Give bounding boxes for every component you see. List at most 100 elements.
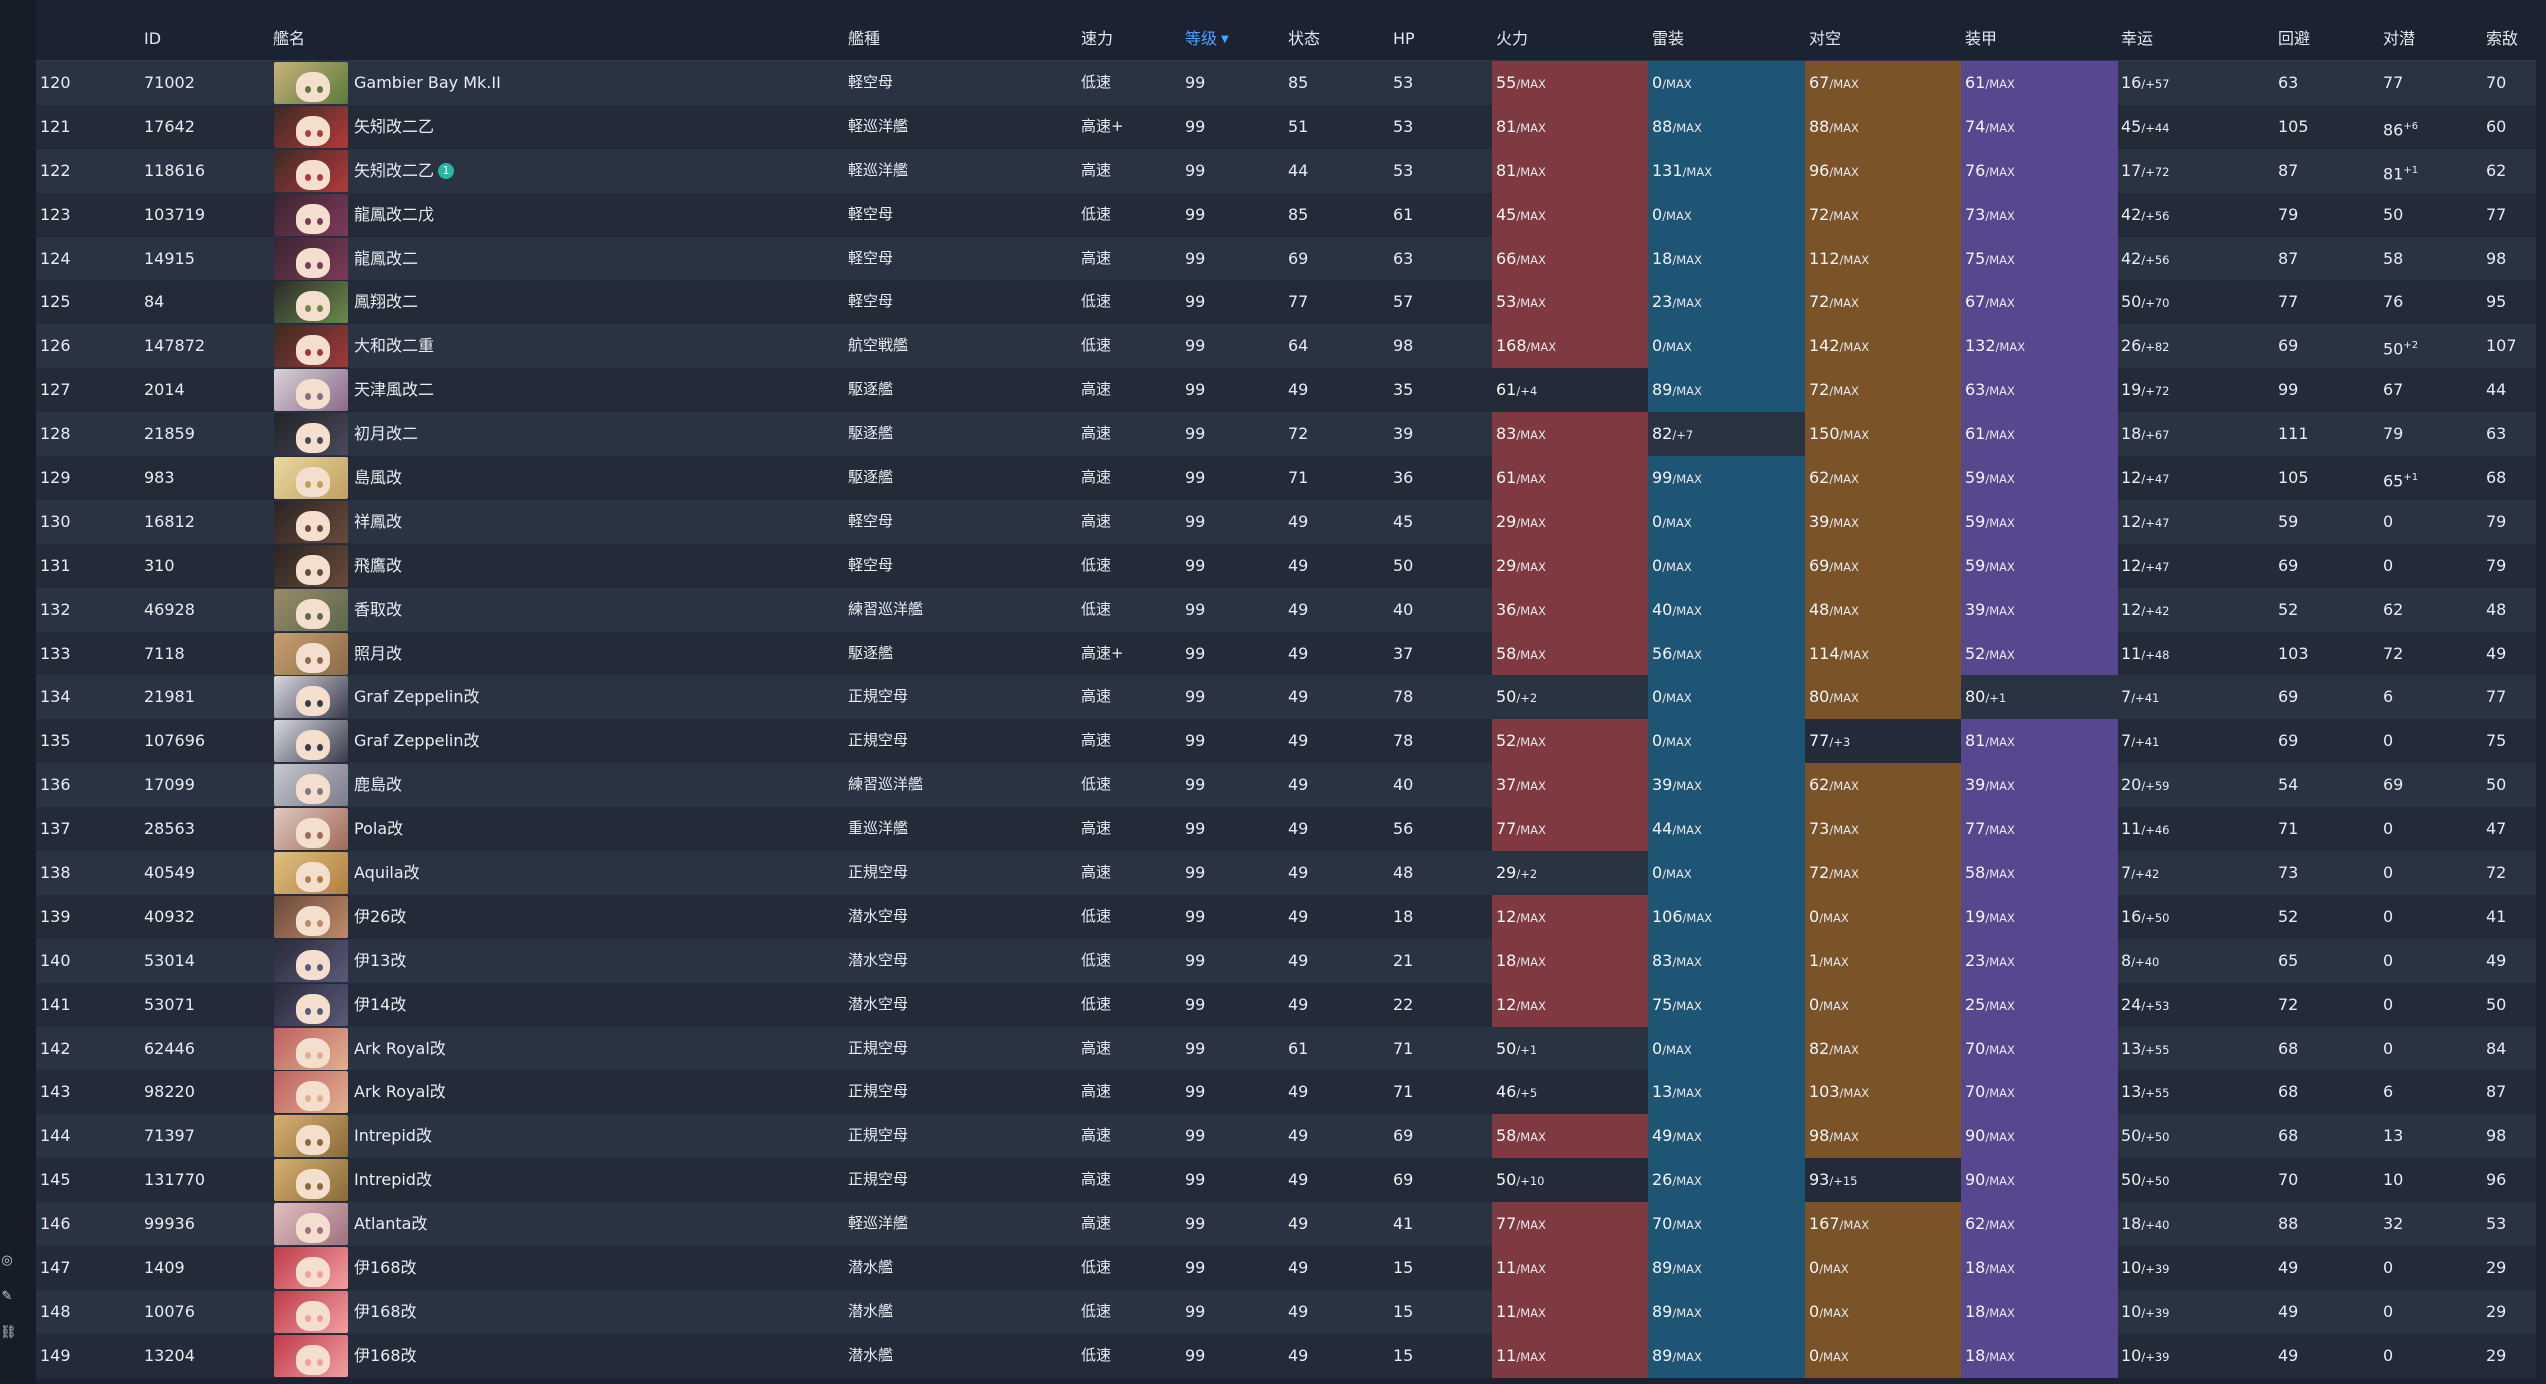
ship-type: 駆逐艦 — [848, 643, 894, 662]
stat-value: 61 — [1496, 468, 1517, 488]
stat-remaining: /MAX — [1672, 1086, 1702, 1101]
table-row[interactable]: 133 7118 照月改 駆逐艦 高速+ 99 49 37 58/MAX 56/MAX 114/MA… — [36, 631, 2536, 676]
ship-type: 軽巡洋艦 — [848, 116, 909, 135]
eye-icon[interactable]: ◎ — [1, 1253, 13, 1268]
table-row[interactable]: 149 13204 伊168改 潜水艦 低速 99 49 15 11/MAX 89/MAX 0/MA… — [36, 1333, 2536, 1378]
header-id[interactable]: ID — [144, 29, 162, 48]
stat-value: 83 — [1652, 950, 1673, 970]
table-row[interactable]: 132 46928 香取改 練習巡洋艦 低速 99 49 40 36/MAX 40/MAX 48/M… — [36, 587, 2536, 632]
header-evasion[interactable]: 回避 — [2278, 29, 2311, 48]
table-row[interactable]: 140 53014 伊13改 潜水空母 低速 99 49 21 18/MAX 83/MAX 1/MA… — [36, 938, 2536, 983]
table-row[interactable]: 122 118616 矢矧改二乙 1 軽巡洋艦 高速 99 44 53 81/MAX 131/MAX… — [36, 148, 2536, 193]
table-row[interactable]: 127 2014 天津風改二 駆逐艦 高速 99 49 35 61/+4 89/MAX 72/MAX… — [36, 368, 2536, 413]
armor-cell: 76/MAX — [1961, 148, 2118, 193]
luck-remaining: /+59 — [2141, 779, 2170, 794]
stat-value: 39 — [1809, 511, 1830, 531]
avatar-left-eye — [305, 305, 311, 313]
luck-remaining: /+67 — [2141, 428, 2170, 443]
row-index: 136 — [40, 775, 71, 795]
ship-id: 71397 — [144, 1126, 195, 1146]
luck-remaining: /+41 — [2131, 691, 2160, 706]
header-antiair[interactable]: 对空 — [1809, 29, 1842, 48]
ship-type: 正規空母 — [848, 687, 909, 706]
row-index: 130 — [40, 511, 71, 531]
table-row[interactable]: 126 147872 大和改二重 航空戦艦 低速 99 64 98 168/MAX 0/MAX 14… — [36, 324, 2536, 369]
ship-type: 潜水艦 — [848, 1301, 894, 1320]
table-row[interactable]: 129 983 島風改 駆逐艦 高速 99 71 36 61/MAX 99/MAX 62/MAX 59… — [36, 456, 2536, 500]
header-firepower[interactable]: 火力 — [1496, 29, 1529, 48]
table-row[interactable]: 138 40549 Aquila改 正規空母 高速 99 49 48 29/+2 0/MAX 72/… — [36, 851, 2536, 895]
luck-remaining: /+46 — [2141, 823, 2170, 838]
ship-hp: 50 — [1393, 555, 1414, 575]
table-row[interactable]: 139 40932 伊26改 潜水空母 低速 99 49 18 12/MAX 106/MAX 0/M… — [36, 894, 2536, 939]
table-row[interactable]: 142 62446 Ark Royal改 正規空母 高速 99 61 71 50/+1 0/MAX… — [36, 1026, 2536, 1071]
stat-value: 168 — [1496, 336, 1527, 356]
table-row[interactable]: 135 107696 Graf Zeppelin改 正規空母 高速 99 49 78 52/MA… — [36, 719, 2536, 764]
stat-value: 75 — [1965, 248, 1986, 268]
antiair-cell: 98/MAX — [1805, 1114, 1961, 1159]
table-row[interactable]: 125 84 鳳翔改二 軽空母 低速 99 77 57 53/MAX 23/MAX 72/MAX 67… — [36, 280, 2536, 325]
table-row[interactable]: 144 71397 Intrepid改 正規空母 高速 99 49 69 58/MAX 49/MA… — [36, 1114, 2536, 1159]
table-row[interactable]: 143 98220 Ark Royal改 正規空母 高速 99 49 71 46/+5 13/MA… — [36, 1070, 2536, 1115]
stat-value: 39 — [1965, 599, 1986, 619]
ship-cond: 49 — [1288, 1214, 1309, 1234]
luck-value: 7 — [2121, 731, 2132, 751]
pencil-icon[interactable]: ✎ — [1, 1289, 13, 1304]
ship-level: 99 — [1185, 1258, 1206, 1278]
table-row[interactable]: 134 21981 Graf Zeppelin改 正規空母 高速 99 49 78 50/+2 0… — [36, 675, 2536, 720]
stat-remaining: /MAX — [1672, 1262, 1702, 1277]
luck-cell: 13/+55 — [2121, 1027, 2170, 1071]
ship-speed: 高速 — [1081, 248, 1112, 267]
table-row[interactable]: 145 131770 Intrepid改 正規空母 高速 99 49 69 50/+10 26/M… — [36, 1158, 2536, 1203]
stat-remaining: /MAX — [1682, 910, 1713, 925]
asw-cell: 81+1 — [2383, 149, 2418, 193]
luck-cell: 12/+47 — [2121, 456, 2170, 500]
header-luck[interactable]: 幸运 — [2121, 29, 2154, 48]
row-index: 147 — [40, 1258, 71, 1278]
link-icon[interactable]: ⛓ — [0, 1325, 17, 1340]
header-cond[interactable]: 状态 — [1288, 29, 1321, 48]
stat-remaining: /MAX — [1839, 647, 1870, 662]
table-row[interactable]: 136 17099 鹿島改 練習巡洋艦 低速 99 49 40 37/MAX 39/MAX 62/M… — [36, 763, 2536, 808]
header-type[interactable]: 艦種 — [848, 29, 881, 48]
table-row[interactable]: 131 310 飛鷹改 軽空母 低速 99 49 50 29/MAX 0/MAX 69/MAX 59/… — [36, 543, 2536, 588]
header-speed[interactable]: 速力 — [1081, 29, 1114, 48]
ship-level: 99 — [1185, 160, 1206, 180]
stat-value: 70 — [1965, 1038, 1986, 1058]
header-armor[interactable]: 装甲 — [1965, 29, 1998, 48]
table-row[interactable]: 130 16812 祥鳳改 軽空母 高速 99 49 45 29/MAX 0/MAX 39/MAX 5… — [36, 499, 2536, 544]
table-row[interactable]: 128 21859 初月改二 駆逐艦 高速 99 72 39 83/MAX 82/+7 150/MA… — [36, 412, 2536, 457]
row-index: 124 — [40, 248, 71, 268]
table-row[interactable]: 137 28563 Pola改 重巡洋艦 高速 99 49 56 77/MAX 44/MAX 73/… — [36, 807, 2536, 852]
ship-type: 正規空母 — [848, 1170, 909, 1189]
table-row[interactable]: 148 10076 伊168改 潜水艦 低速 99 49 15 11/MAX 89/MAX 0/MA… — [36, 1289, 2536, 1334]
table-row[interactable]: 147 1409 伊168改 潜水艦 低速 99 49 15 11/MAX 89/MAX 0/MAX… — [36, 1246, 2536, 1290]
header-level[interactable]: 等级 ▼ — [1185, 18, 1229, 60]
stat-value: 0 — [1809, 1258, 1820, 1278]
ship-avatar — [274, 544, 348, 587]
table-row[interactable]: 124 14915 龍鳳改二 軽空母 高速 99 69 63 66/MAX 18/MAX 112/M… — [36, 236, 2536, 281]
antiair-cell: 62/MAX — [1805, 763, 1961, 808]
table-row[interactable]: 123 103719 龍鳳改二戊 軽空母 低速 99 85 61 45/MAX 0/MAX 72/M… — [36, 192, 2536, 237]
los-cell: 50 — [2486, 994, 2507, 1014]
header-torpedo[interactable]: 雷装 — [1652, 29, 1685, 48]
evasion-cell: 49 — [2278, 1258, 2299, 1278]
avatar-face — [296, 247, 330, 278]
stat-value: 89 — [1652, 1345, 1673, 1365]
stat-value: 0 — [1809, 994, 1820, 1014]
header-hp[interactable]: HP — [1393, 29, 1415, 48]
stat-remaining: /MAX — [1672, 779, 1702, 794]
luck-remaining: /+82 — [2141, 340, 2170, 355]
header-los[interactable]: 索敌 — [2486, 29, 2519, 48]
header-name[interactable]: 艦名 — [273, 29, 306, 48]
stat-value: 0 — [1652, 73, 1663, 92]
avatar-face — [296, 818, 330, 849]
header-asw[interactable]: 对潜 — [2383, 29, 2416, 48]
table-row[interactable]: 146 99936 Atlanta改 軽巡洋艦 高速 99 49 41 77/MAX 70/MAX… — [36, 1202, 2536, 1247]
avatar-right-eye — [317, 1095, 323, 1103]
evasion-cell: 103 — [2278, 643, 2309, 663]
table-row[interactable]: 120 71002 Gambier Bay Mk.II 軽空母 低速 99 85 53 55/M… — [36, 61, 2536, 105]
table-row[interactable]: 141 53071 伊14改 潜水空母 低速 99 49 22 12/MAX 75/MAX 0/MA… — [36, 982, 2536, 1027]
table-row[interactable]: 121 17642 矢矧改二乙 軽巡洋艦 高速+ 99 51 53 81/MAX 88/MAX 88… — [36, 104, 2536, 149]
row-index: 137 — [40, 819, 71, 839]
